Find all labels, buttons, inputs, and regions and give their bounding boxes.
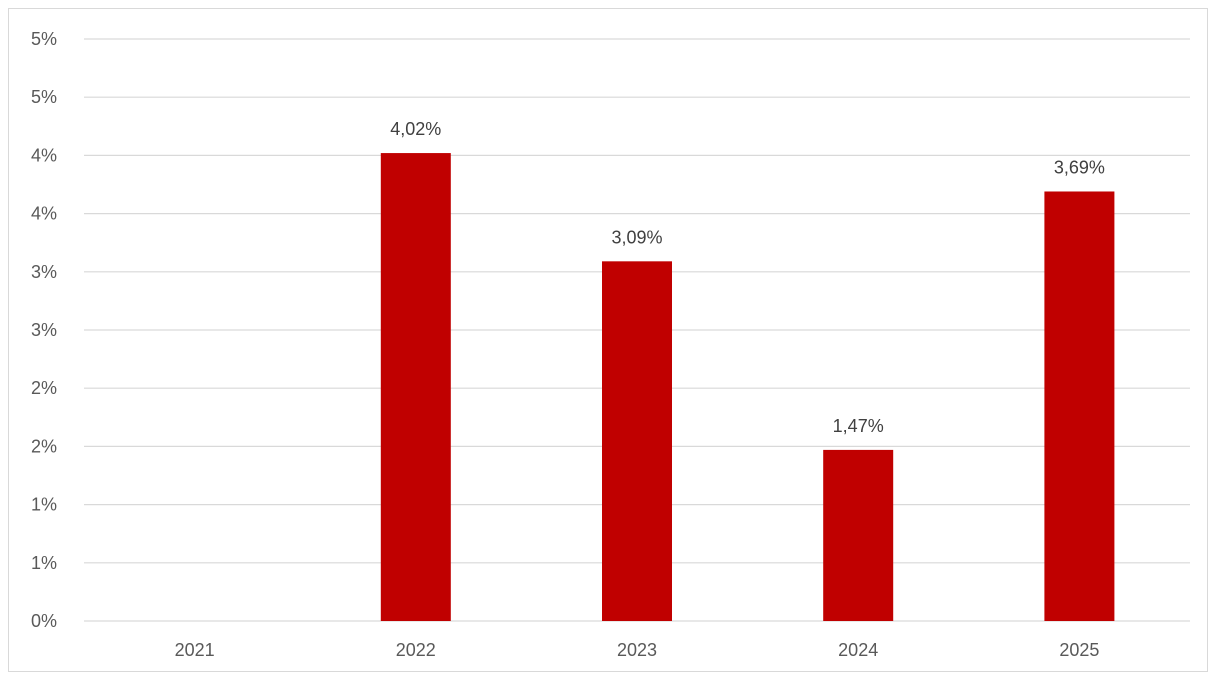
x-tick-label-2022: 2022: [396, 640, 436, 660]
y-tick-label: 4%: [31, 145, 57, 165]
gridlines: [84, 38, 1190, 622]
bar-2025: [1044, 191, 1115, 621]
x-tick-label-2025: 2025: [1059, 640, 1099, 660]
data-label-2024: 1,47%: [833, 416, 884, 436]
y-tick-label: 2%: [31, 378, 57, 398]
bar-2022: [380, 153, 451, 621]
y-tick-label: 3%: [31, 320, 57, 340]
data-labels: 4,02% 3,09% 1,47% 3,69%: [390, 119, 1105, 436]
data-label-2025: 3,69%: [1054, 157, 1105, 177]
y-tick-label: 4%: [31, 204, 57, 224]
y-tick-label: 2%: [31, 436, 57, 456]
x-axis-ticks: 2021 2022 2023 2024 2025: [175, 640, 1100, 660]
y-tick-label: 5%: [31, 29, 57, 49]
y-axis-ticks: 0% 1% 1% 2% 2% 3% 3% 4% 4% 5% 5%: [31, 29, 57, 631]
bar-2024: [823, 449, 894, 621]
data-label-2022: 4,02%: [390, 119, 441, 139]
y-tick-label: 0%: [31, 611, 57, 631]
x-tick-label-2023: 2023: [617, 640, 657, 660]
data-label-2023: 3,09%: [611, 227, 662, 247]
x-tick-label-2021: 2021: [175, 640, 215, 660]
y-tick-label: 3%: [31, 262, 57, 282]
y-tick-label: 1%: [31, 553, 57, 573]
x-tick-label-2024: 2024: [838, 640, 878, 660]
bar-2023: [602, 261, 672, 621]
y-tick-label: 1%: [31, 495, 57, 515]
bars: [380, 153, 1115, 621]
y-tick-label: 5%: [31, 87, 57, 107]
